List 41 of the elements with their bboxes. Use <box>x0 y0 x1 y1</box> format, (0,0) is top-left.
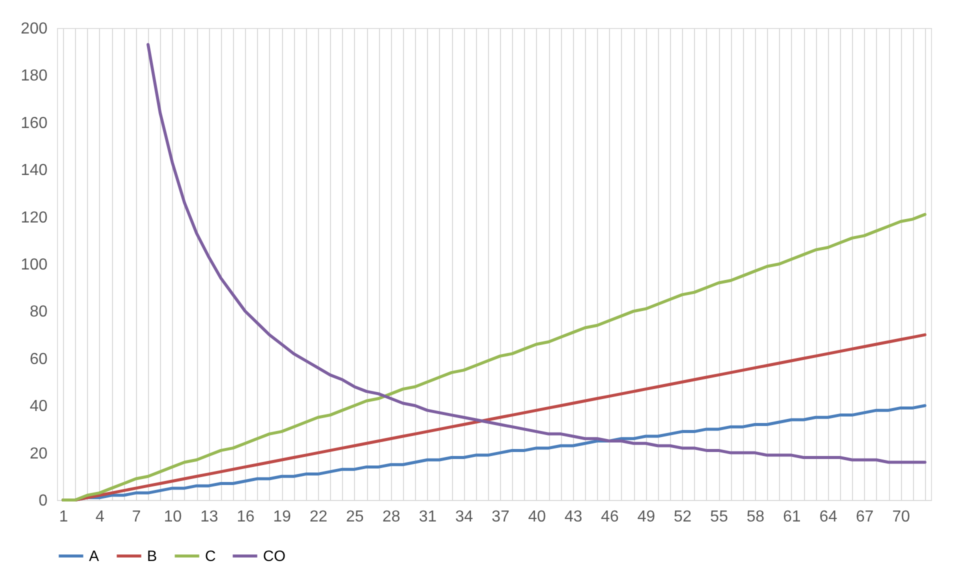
y-tick-label: 180 <box>20 68 48 85</box>
line-series <box>146 43 926 464</box>
x-tick-label: 55 <box>710 508 728 526</box>
y-tick-label: 140 <box>20 162 48 180</box>
x-tick-label: 61 <box>783 508 801 526</box>
y-tick-label: 120 <box>20 209 48 226</box>
x-tick-label: 28 <box>382 508 400 526</box>
x-tick-label: 7 <box>132 508 141 526</box>
x-tick-label: 64 <box>819 508 838 526</box>
y-tick-label: 160 <box>20 114 48 132</box>
x-tick-label: 37 <box>492 508 510 526</box>
x-tick-label: 49 <box>637 508 656 526</box>
y-tick-label: 0 <box>38 492 48 510</box>
line-series <box>62 212 926 502</box>
legend-label: B <box>147 548 158 565</box>
x-tick-label: 4 <box>96 508 105 526</box>
y-tick-label: 20 <box>30 445 48 462</box>
x-tick-label: 10 <box>164 508 182 526</box>
y-tick-label: 40 <box>30 398 48 416</box>
x-tick-label: 34 <box>455 508 474 526</box>
x-tick-label: 46 <box>600 508 619 526</box>
x-tick-label: 19 <box>273 508 292 526</box>
x-tick-label: 31 <box>418 508 437 526</box>
y-tick-label: 80 <box>30 304 48 321</box>
x-tick-label: 52 <box>674 508 692 526</box>
x-tick-label: 40 <box>528 508 546 526</box>
x-tick-label: 25 <box>346 508 364 526</box>
x-tick-label: 22 <box>310 508 328 526</box>
y-tick-label: 60 <box>30 350 48 368</box>
x-tick-label: 67 <box>856 508 874 526</box>
x-tick-label: 13 <box>200 508 218 526</box>
x-tick-label: 70 <box>892 508 910 526</box>
y-tick-label: 100 <box>20 256 48 274</box>
legend-label: C <box>205 548 216 565</box>
y-tick-label: 200 <box>20 20 48 38</box>
x-tick-label: 43 <box>564 508 582 526</box>
x-tick-label: 16 <box>236 508 255 526</box>
x-tick-label: 1 <box>59 508 68 526</box>
legend-label: CO <box>263 548 286 565</box>
x-tick-label: 58 <box>746 508 764 526</box>
legend-label: A <box>89 548 100 565</box>
